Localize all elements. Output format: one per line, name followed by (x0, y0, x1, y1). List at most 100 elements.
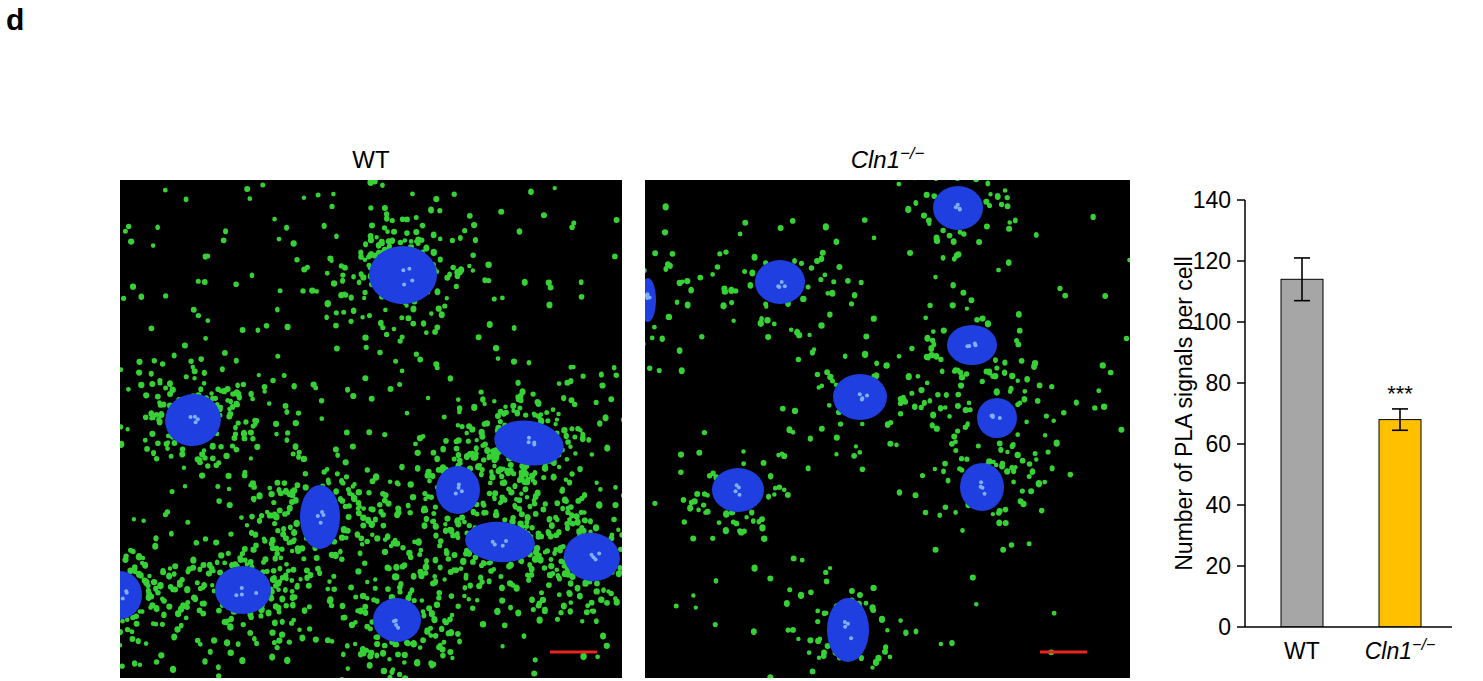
bar (1379, 420, 1421, 627)
nucleus (755, 260, 805, 304)
genotype: −/− (900, 144, 924, 163)
nuclear-signal (240, 586, 244, 590)
nucleus (120, 571, 142, 619)
nuclear-signal (777, 285, 781, 289)
nuclear-signal (973, 341, 977, 345)
marks (1281, 258, 1421, 627)
nuclear-signal (958, 207, 962, 211)
nucleus (215, 566, 271, 614)
error-stem (1301, 258, 1303, 301)
nuclear-signal (454, 492, 458, 496)
nuclear-signal (196, 417, 200, 421)
nuclear-signal (998, 416, 1002, 420)
y-tick-label: 40 (1205, 492, 1231, 518)
nucleus (373, 598, 421, 642)
y-tick-label: 20 (1205, 553, 1231, 579)
y-tick (1237, 504, 1245, 506)
nuclear-signal (597, 551, 601, 555)
nuclear-signal (401, 268, 405, 272)
y-tick (1237, 443, 1245, 445)
significance: *** (1387, 381, 1413, 406)
category-label: Cln1−/− (1365, 635, 1436, 664)
nuclear-signal (737, 486, 741, 490)
nuclear-signal (392, 619, 396, 623)
y-tick-label: 140 (1193, 187, 1231, 213)
nuclear-signal (234, 593, 238, 597)
scale-bar (550, 651, 597, 654)
y-axis (1244, 200, 1246, 627)
nuclear-signal (843, 620, 847, 624)
nucleus (491, 415, 568, 470)
nuclear-signal (188, 415, 192, 419)
pla-signals (645, 180, 1130, 678)
nucleus (977, 398, 1017, 438)
nuclear-signal (858, 392, 862, 396)
category-label: WT (1284, 638, 1320, 664)
y-tick-label: 80 (1205, 370, 1231, 396)
nuclear-signal (967, 344, 971, 348)
gene-name: Cln1 (1365, 638, 1412, 664)
nuclear-signal (527, 436, 531, 440)
nuclear-signal (983, 492, 987, 496)
y-tick-label: 60 (1205, 431, 1231, 457)
nuclear-signal (254, 591, 258, 595)
y-tick-label: 0 (1218, 614, 1231, 640)
nuclear-signal (737, 493, 741, 497)
nuclear-signal (860, 398, 864, 402)
scale-bar (1040, 651, 1087, 654)
nuclear-signal (240, 592, 244, 596)
nuclear-signal (979, 480, 983, 484)
micrograph (645, 180, 1130, 678)
nuclear-signal (527, 440, 531, 444)
panel-label: d (6, 3, 24, 36)
nucleus (827, 598, 869, 662)
nuclear-signal (590, 553, 594, 557)
nuclear-signal (407, 267, 411, 271)
error-bar (1294, 258, 1310, 301)
pla-signals (120, 180, 622, 678)
nuclear-signal (402, 282, 406, 286)
error-cap (1294, 257, 1310, 259)
error-bar (1392, 409, 1408, 430)
nuclear-signal (734, 489, 738, 493)
nucleus (833, 374, 887, 420)
nucleus (161, 390, 225, 451)
nuclear-signal (501, 544, 505, 548)
error-cap (1392, 408, 1408, 410)
nucleus (933, 186, 983, 230)
nucleus (712, 468, 764, 512)
nuclear-signal (319, 521, 323, 525)
nuclear-signal (504, 539, 508, 543)
nuclear-signal (979, 485, 983, 489)
bar-chart: WTCln1−/−020406080100120140Number of PLA… (1171, 187, 1452, 664)
error-cap (1294, 300, 1310, 302)
y-tick-label: 100 (1193, 309, 1231, 335)
nucleus (947, 325, 997, 365)
y-tick (1237, 321, 1245, 323)
nuclear-signal (394, 623, 398, 627)
y-tick (1237, 199, 1245, 201)
y-tick (1237, 260, 1245, 262)
nucleus (300, 485, 340, 549)
nuclear-signal (843, 625, 847, 629)
micrograph (120, 180, 622, 678)
image-title: WT (352, 146, 390, 173)
nuclear-signal (865, 393, 869, 397)
bar (1281, 279, 1323, 627)
nuclear-signal (594, 557, 598, 561)
nucleus (560, 529, 622, 586)
genotype: −/− (1412, 635, 1435, 653)
nuclear-signal (958, 207, 962, 211)
image-title: Cln1−/− (851, 144, 925, 173)
nuclear-signal (320, 510, 324, 514)
nucleus (463, 519, 536, 565)
nuclear-signal (491, 540, 495, 544)
nuclear-signal (780, 280, 784, 284)
error-stem (1399, 409, 1401, 430)
nuclear-signal (849, 636, 853, 640)
nuclear-signal (645, 296, 649, 300)
y-axis-label: Number of PLA signals per cell (1171, 256, 1197, 571)
nuclear-signal (783, 284, 787, 288)
nuclear-signal (125, 591, 129, 595)
nuclear-signal (956, 203, 960, 207)
